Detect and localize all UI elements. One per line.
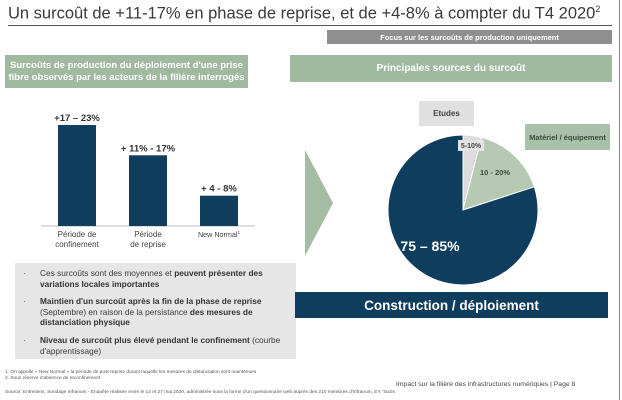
bullet-text: Ces surcoûts sont des moyennes et [40,268,175,278]
bullet-item: Ces surcoûts sont des moyennes et peuven… [23,268,290,289]
pie-legend-construction: Construction / déploiement [295,292,608,318]
bullet-bold-text: Maintien d'un surcoût après la fin de la… [40,296,262,306]
pie-slice [387,134,539,286]
pie-data-label: 75 – 85% [400,238,460,254]
bullet-bold-text: des mesures de distanciation physique [40,306,253,328]
bar-category-label: Période [134,230,162,239]
bar-category-label: New Normal1 [198,230,241,239]
page-info: Impact sur la filière des infrastructure… [396,381,576,388]
pie-chart: 5-10% 10 - 20% 75 – 85% [387,134,539,286]
footnote-2: 2. Sous réserve d'absence de reconfineme… [5,376,101,381]
bar-data-label: + 11% - 17% [121,143,176,154]
category-superscript: 1 [238,230,241,235]
bar-data-label: + 4 - 8% [201,184,237,195]
pie-data-label: 10 - 20% [480,168,510,177]
bullet-bold-text: peuvent présenter des variations locales… [40,268,263,289]
page-edge-line [619,0,620,400]
slide-title-text: Un surcoût de +11-17% en phase de repris… [8,4,596,23]
focus-badge: Focus sur les surcoûts de production uni… [327,30,612,44]
pie-legend-etudes: Etudes [419,101,474,126]
right-section-header: Principales sources du surcoût [290,55,612,82]
pie-slice [462,136,535,211]
bar-category-label: confinement [55,240,99,249]
pie-label-bg [458,140,484,151]
pie-data-label: 5-10% [461,143,482,150]
bullet-text: (Septembre) en raison de la persistance [40,306,190,317]
pie-legend-materiel: Matériel / équipement [525,124,610,150]
bullet-item: Maintien d'un surcoût après la fin de la… [23,296,290,328]
bar-category-label: Période de [58,230,97,239]
bar-data-label: +17 – 23% [54,113,100,124]
bar [200,195,238,226]
notes-box: Ces surcoûts sont des moyennes et peuven… [15,263,296,359]
title-divider [8,25,612,26]
slide-title: Un surcoût de +11-17% en phase de repris… [8,4,600,24]
bullet-bold-text: Niveau de surcoût plus élevé pendant le … [40,335,250,345]
title-superscript: 2 [595,4,601,14]
source-note: Source: Entretiens, Sondage Infranum - E… [5,390,395,395]
bar [129,155,167,226]
bar [58,125,96,226]
footnote-1: 1. On appelle « New Normal » la période … [5,370,257,375]
bullet-text: (courbe d'apprentissage) [40,335,281,356]
chevron-arrow-icon [305,150,333,256]
left-section-header: Surcoûts de production du déploiement d'… [5,55,248,88]
bullet-item: Niveau de surcoût plus élevé pendant le … [23,335,290,356]
bar-category-label: de reprise [130,240,166,249]
